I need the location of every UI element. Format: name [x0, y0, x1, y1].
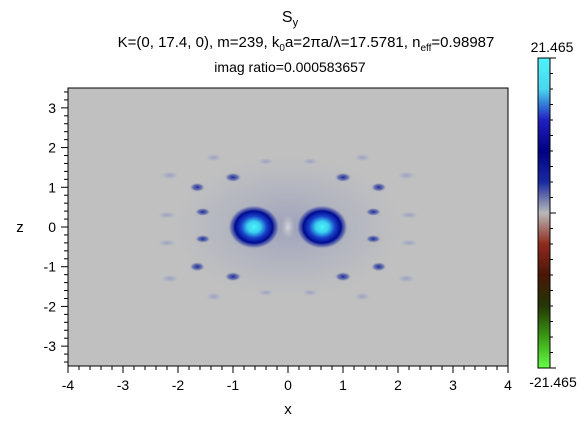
ring-lobe-1 [194, 207, 211, 217]
x-tick-label: 4 [504, 377, 512, 393]
x-tick-label: 1 [339, 377, 347, 393]
ring-lobe-8 [370, 261, 387, 272]
center-gap [280, 214, 296, 240]
main-lobe-right [295, 204, 349, 250]
outer-lobe-9 [205, 153, 222, 162]
outer-lobe-2 [399, 211, 419, 219]
ring-lobe-5 [189, 182, 206, 193]
outer-lobe-10 [354, 153, 371, 162]
main-lobe-left [227, 204, 281, 250]
x-axis: -4 -3 -2 -1 0 1 2 3 4 [62, 366, 512, 393]
x-tick-label: -3 [117, 377, 130, 393]
ring-lobe-6 [370, 182, 387, 193]
ring-lobe-11 [224, 271, 242, 282]
y-tick-label: -3 [44, 338, 57, 354]
outer-lobe-12 [354, 292, 371, 301]
colorbar-min-label: -21.465 [529, 374, 577, 390]
plot-area [67, 87, 509, 367]
y-tick-label: -2 [44, 298, 57, 314]
x-axis-label: x [284, 401, 292, 418]
subtitle-ka: a=2πa/λ=17.5781, n [285, 34, 420, 51]
outer-lobe-1 [157, 211, 177, 219]
subtitle-neff: =0.98987 [431, 34, 494, 51]
ring-lobe-3 [194, 234, 211, 244]
outer-lobe-6 [396, 171, 416, 180]
subtitle-k-sub: 0 [279, 43, 285, 54]
title-main: S [282, 9, 293, 26]
outer-lobe-5 [160, 171, 180, 180]
outer-lobe-8 [396, 274, 416, 283]
outer-lobe-3 [157, 239, 177, 247]
outer-lobe-16 [301, 288, 319, 297]
chart-subtitle-params: K=(0, 17.4, 0), m=239, k0a=2πa/λ=17.5781… [118, 34, 495, 54]
chart-title: Sy [282, 9, 299, 29]
ring-lobe-4 [365, 234, 382, 244]
y-tick-label: 3 [48, 100, 56, 116]
x-tick-label: 3 [449, 377, 457, 393]
ring-lobe-10 [334, 172, 352, 183]
chart-subtitle-imag-ratio: imag ratio=0.000583657 [214, 59, 366, 75]
ring-lobe-7 [189, 261, 206, 272]
ring-lobe-12 [334, 271, 352, 282]
outer-lobe-14 [301, 157, 319, 166]
x-tick-label: -4 [62, 377, 75, 393]
x-tick-label: 0 [284, 377, 292, 393]
colorbar-ticks [550, 57, 556, 369]
x-tick-label: -2 [172, 377, 185, 393]
x-tick-label: -1 [227, 377, 240, 393]
colorbar-gradient [537, 57, 551, 369]
y-axis-label: z [16, 219, 24, 236]
y-axis: 3 2 1 0 -1 -2 -3 [44, 91, 68, 363]
outer-lobe-11 [205, 292, 222, 301]
colorbar: 21.465 -21.465 [529, 39, 577, 390]
outer-lobe-4 [399, 239, 419, 247]
y-tick-label: 1 [48, 179, 56, 195]
outer-lobe-13 [257, 157, 275, 166]
y-tick-label: 0 [48, 219, 56, 235]
y-tick-label: -1 [44, 259, 57, 275]
ring-lobe-2 [365, 207, 382, 217]
ring-lobe-9 [224, 172, 242, 183]
outer-lobe-15 [257, 288, 275, 297]
x-tick-label: 2 [394, 377, 402, 393]
subtitle-k-vec: K=(0, 17.4, 0), m=239, k [118, 34, 280, 51]
field-layer [157, 147, 419, 307]
colorbar-max-label: 21.465 [531, 39, 574, 55]
title-main-subscript: y [293, 17, 299, 29]
outer-lobe-7 [160, 274, 180, 283]
subtitle-neff-sub: eff [420, 43, 431, 54]
y-tick-label: 2 [48, 140, 56, 156]
